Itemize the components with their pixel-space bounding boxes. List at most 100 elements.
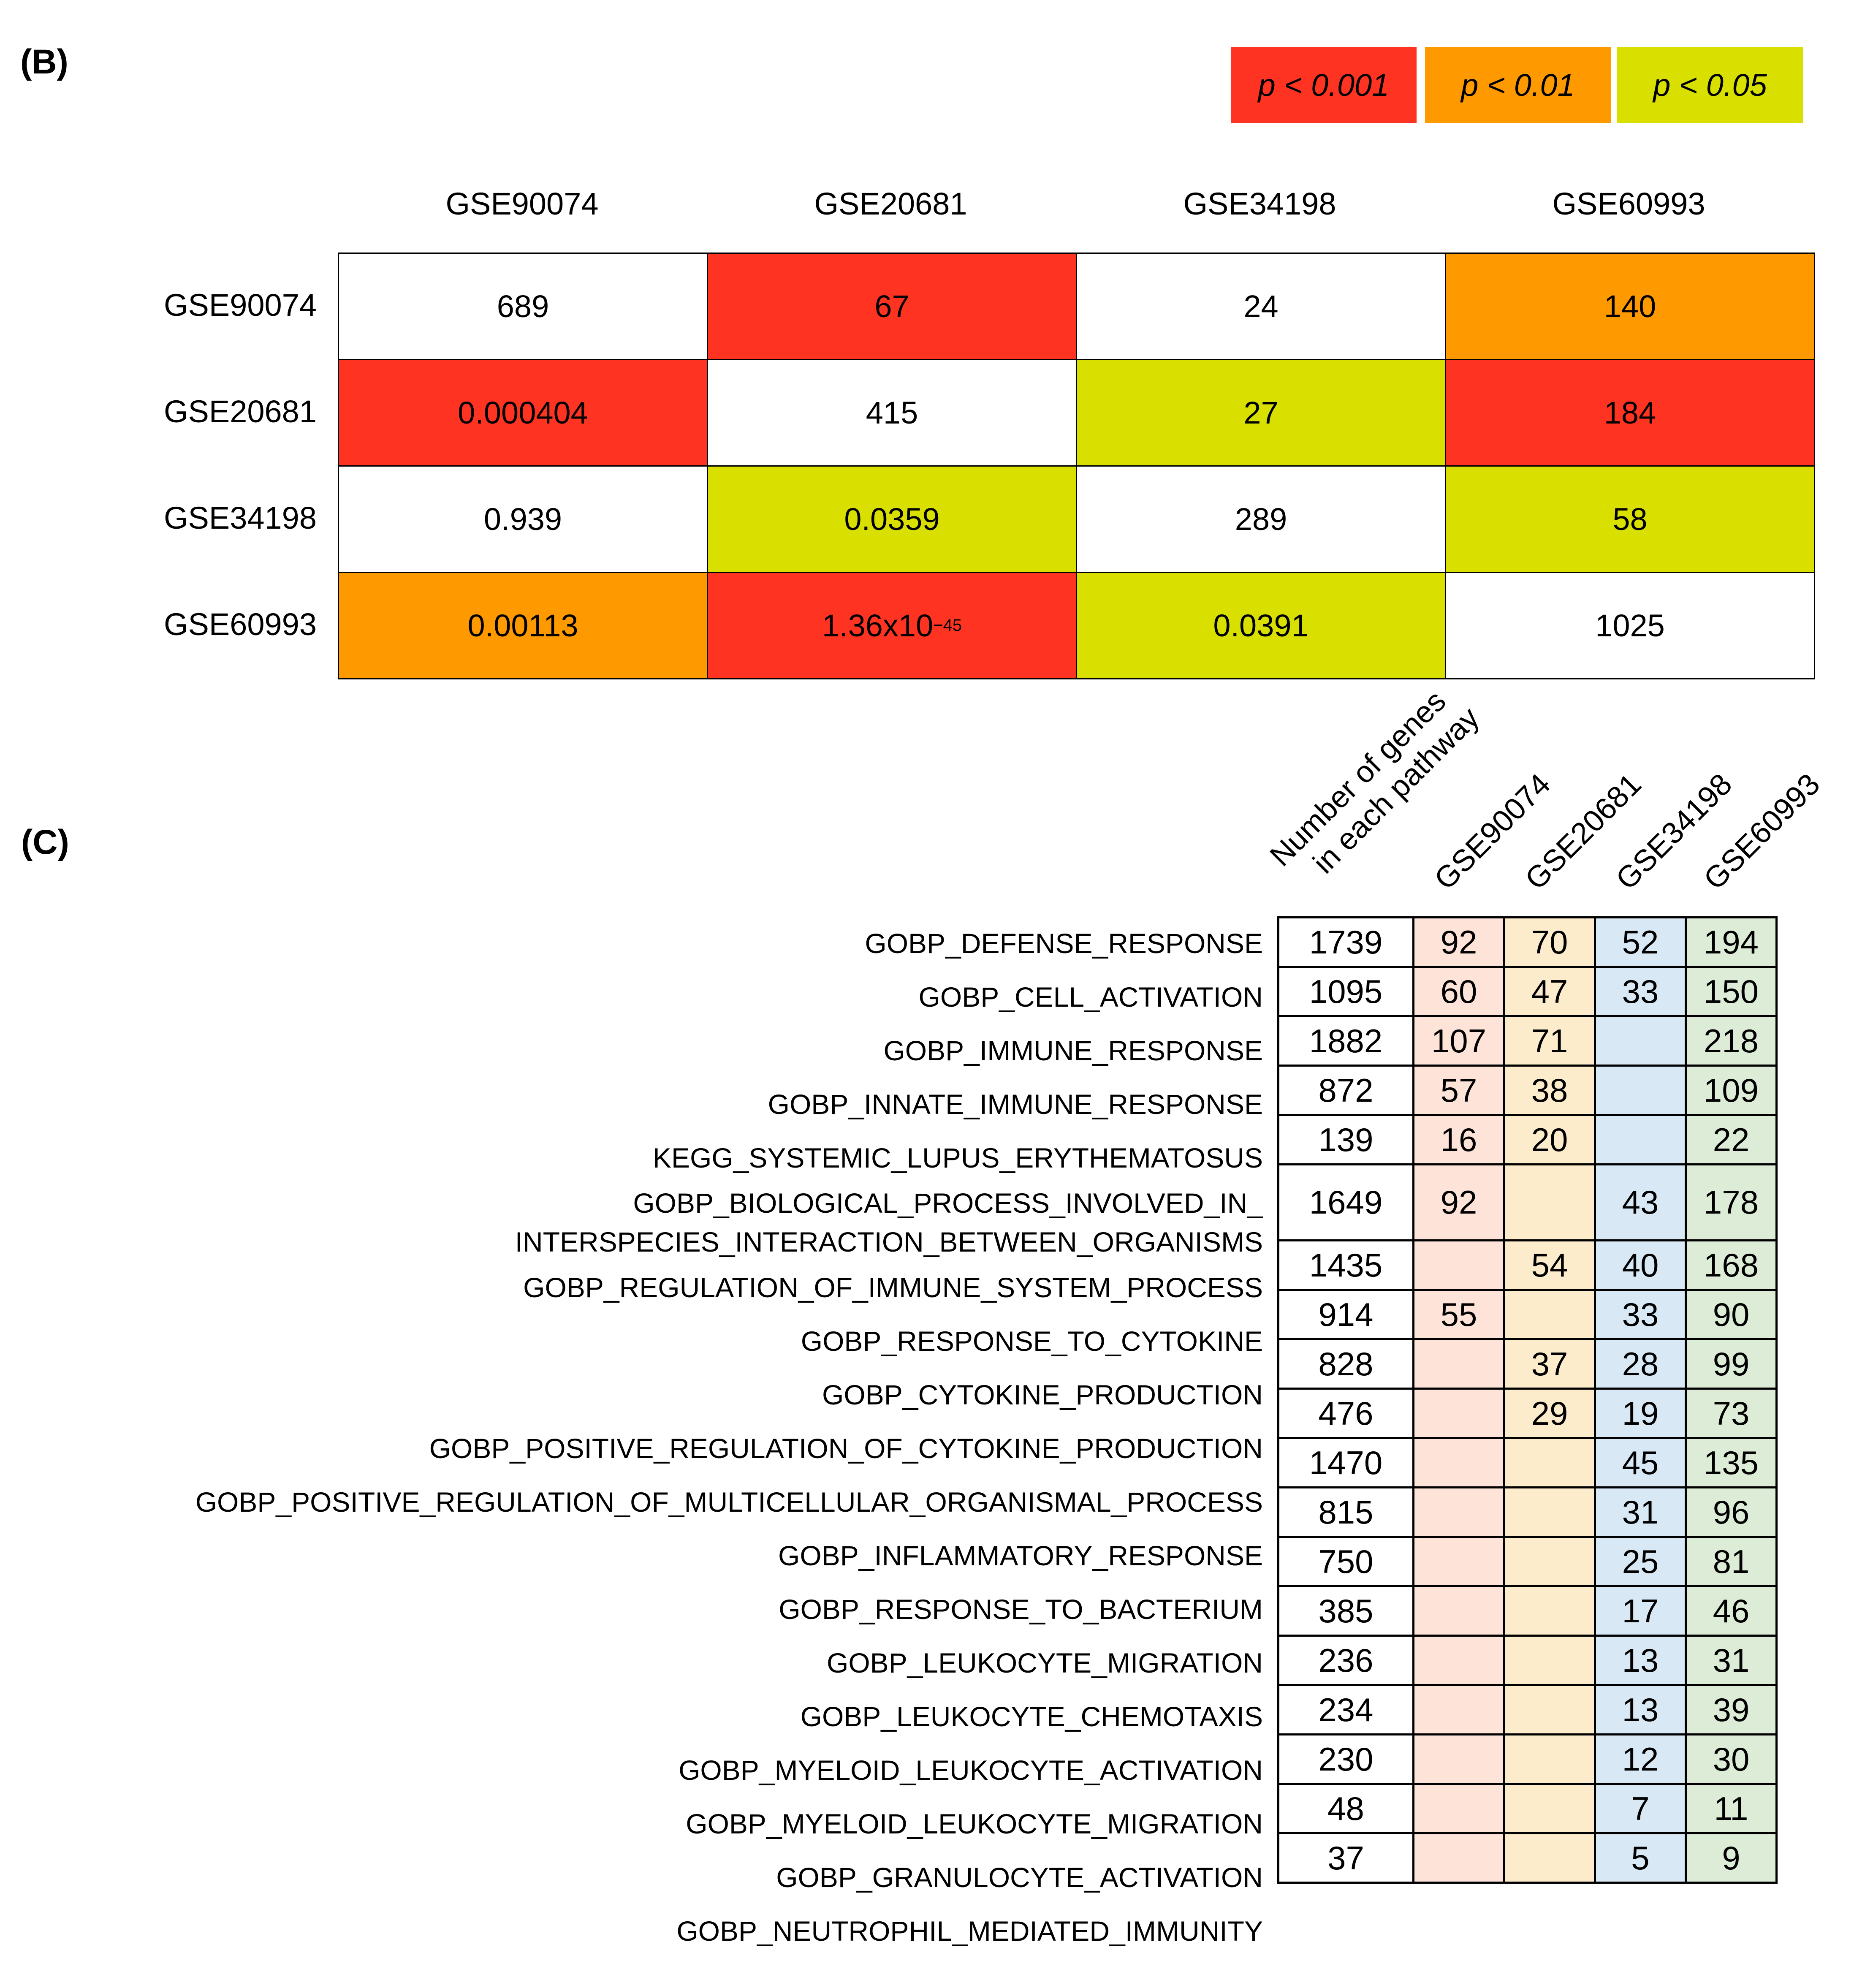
pathway-label: GOBP_RESPONSE_TO_BACTERIUM xyxy=(779,1590,1263,1629)
table-cell: 109 xyxy=(1685,1065,1778,1116)
matrix-cell-value: 24 xyxy=(1243,289,1279,324)
table-cell: 31 xyxy=(1594,1486,1687,1538)
table-cell: 54 xyxy=(1503,1239,1596,1291)
pathway-label: GOBP_INFLAMMATORY_RESPONSE xyxy=(778,1536,1263,1575)
matrix-cell-value: 67 xyxy=(874,289,909,324)
table-cell: 914 xyxy=(1277,1289,1414,1340)
table-cell: 33 xyxy=(1594,966,1687,1017)
table-cell: 43 xyxy=(1594,1163,1687,1241)
table-cell xyxy=(1503,1733,1596,1785)
table-cell: 40 xyxy=(1594,1239,1687,1291)
table-cell: 234 xyxy=(1277,1684,1414,1735)
matrix-cell: 415 xyxy=(707,359,1077,467)
table-cell xyxy=(1594,1015,1687,1067)
matrix-row-header: GSE90074 xyxy=(163,288,317,323)
matrix-cell-value: 140 xyxy=(1604,289,1656,324)
pathway-label-line: GOBP_RESPONSE_TO_CYTOKINE xyxy=(801,1325,1263,1357)
pathway-label-line: GOBP_CELL_ACTIVATION xyxy=(918,981,1263,1013)
pathway-label: GOBP_CELL_ACTIVATION xyxy=(919,978,1263,1016)
legend-p01-label: p < 0.01 xyxy=(1461,67,1575,103)
matrix-col-header: GSE60993 xyxy=(1552,186,1705,221)
pathway-label: GOBP_MYELOID_LEUKOCYTE_ACTIVATION xyxy=(679,1751,1263,1790)
table-cell: 168 xyxy=(1685,1239,1778,1291)
matrix-row-header: GSE20681 xyxy=(163,394,317,429)
pathway-label: GOBP_LEUKOCYTE_CHEMOTAXIS xyxy=(801,1697,1263,1736)
matrix-cell: 1025 xyxy=(1445,572,1815,679)
table-cell: 135 xyxy=(1685,1437,1778,1488)
table-cell: 12 xyxy=(1594,1733,1687,1785)
table-cell: 13 xyxy=(1594,1684,1687,1735)
matrix-cell-value: 184 xyxy=(1604,395,1656,430)
table-cell xyxy=(1503,1783,1596,1834)
matrix-cell-value: 689 xyxy=(497,289,549,324)
table-cell: 73 xyxy=(1685,1388,1778,1439)
table-cell xyxy=(1412,1684,1505,1735)
table-cell: 81 xyxy=(1685,1536,1778,1587)
matrix-cell-value: 0.939 xyxy=(483,502,562,537)
pathway-label-line: GOBP_MYELOID_LEUKOCYTE_ACTIVATION xyxy=(679,1754,1263,1786)
table-cell xyxy=(1503,1635,1596,1686)
table-cell: 57 xyxy=(1412,1065,1505,1116)
pathway-label: GOBP_NEUTROPHIL_MEDIATED_IMMUNITY xyxy=(676,1912,1263,1950)
matrix-cell: 67 xyxy=(707,253,1077,360)
table-cell: 11 xyxy=(1685,1783,1778,1834)
pathway-label-line: GOBP_BIOLOGICAL_PROCESS_INVOLVED_IN_ xyxy=(633,1187,1263,1219)
pathway-label: GOBP_IMMUNE_RESPONSE xyxy=(883,1031,1263,1070)
table-row: 1095 60 47 33 150 xyxy=(1277,966,1778,1017)
matrix-cell-value: 0.00113 xyxy=(467,608,578,643)
table-row: 139 16 20 22 xyxy=(1277,1114,1778,1165)
table-cell: 218 xyxy=(1685,1015,1778,1067)
matrix-cell: 0.939 xyxy=(338,465,708,573)
matrix-cell-value: 58 xyxy=(1612,502,1648,537)
matrix-cell-value: 0.000404 xyxy=(458,395,588,430)
table-cell xyxy=(1412,1635,1505,1686)
table-cell: 25 xyxy=(1594,1536,1687,1587)
table-cell: 45 xyxy=(1594,1437,1687,1488)
pathway-label-line: GOBP_MYELOID_LEUKOCYTE_MIGRATION xyxy=(686,1808,1263,1839)
matrix-cell: 1.36x10 −45 xyxy=(707,572,1077,679)
table-cell: 1739 xyxy=(1277,916,1414,968)
table-cell: 815 xyxy=(1277,1486,1414,1538)
matrix-cell: 27 xyxy=(1076,359,1446,467)
panel-b-label: (B) xyxy=(20,43,68,81)
table-cell xyxy=(1412,1388,1505,1439)
table-cell xyxy=(1412,1733,1505,1785)
table-cell: 55 xyxy=(1412,1289,1505,1340)
matrix-cell: 689 xyxy=(338,253,708,360)
table-row: 234 13 39 xyxy=(1277,1684,1778,1735)
pathway-label-line: GOBP_NEUTROPHIL_MEDIATED_IMMUNITY xyxy=(676,1915,1263,1947)
table-cell: 70 xyxy=(1503,916,1596,968)
table-cell: 28 xyxy=(1594,1338,1687,1390)
table-cell: 1095 xyxy=(1277,966,1414,1017)
table-cell: 33 xyxy=(1594,1289,1687,1340)
table-cell: 1882 xyxy=(1277,1015,1414,1067)
table-row: 236 13 31 xyxy=(1277,1635,1778,1686)
table-row: 1882 107 71 218 xyxy=(1277,1015,1778,1067)
table-cell: 872 xyxy=(1277,1065,1414,1116)
table-row: 1739 92 70 52 194 xyxy=(1277,916,1778,968)
table-cell xyxy=(1412,1486,1505,1538)
matrix-cell-exponent: −45 xyxy=(933,616,962,635)
table-row: 828 37 28 99 xyxy=(1277,1338,1778,1390)
matrix-cell: 0.0391 xyxy=(1076,572,1446,679)
table-cell xyxy=(1412,1783,1505,1834)
table-cell xyxy=(1503,1536,1596,1587)
pathway-label-line: GOBP_REGULATION_OF_IMMUNE_SYSTEM_PROCESS xyxy=(523,1271,1263,1303)
pathway-label-line: GOBP_CYTOKINE_PRODUCTION xyxy=(822,1379,1263,1410)
pathway-label: GOBP_CYTOKINE_PRODUCTION xyxy=(822,1375,1263,1414)
matrix-col-header: GSE34198 xyxy=(1183,186,1336,221)
matrix-cell-value: 0.0391 xyxy=(1213,608,1309,643)
pathway-label: GOBP_DEFENSE_RESPONSE xyxy=(865,924,1263,963)
pathway-label-line: GOBP_POSITIVE_REGULATION_OF_MULTICELLULA… xyxy=(195,1486,1263,1518)
table-cell: 1435 xyxy=(1277,1239,1414,1291)
table-cell xyxy=(1503,1832,1596,1884)
pathway-label: GOBP_POSITIVE_REGULATION_OF_MULTICELLULA… xyxy=(195,1483,1263,1521)
table-cell: 48 xyxy=(1277,1783,1414,1834)
table-cell: 46 xyxy=(1685,1585,1778,1637)
table-cell: 750 xyxy=(1277,1536,1414,1587)
table-row: 37 5 9 xyxy=(1277,1832,1778,1884)
table-cell: 29 xyxy=(1503,1388,1596,1439)
table-cell: 9 xyxy=(1685,1832,1778,1884)
table-row: 1435 54 40 168 xyxy=(1277,1239,1778,1291)
table-cell xyxy=(1594,1065,1687,1116)
